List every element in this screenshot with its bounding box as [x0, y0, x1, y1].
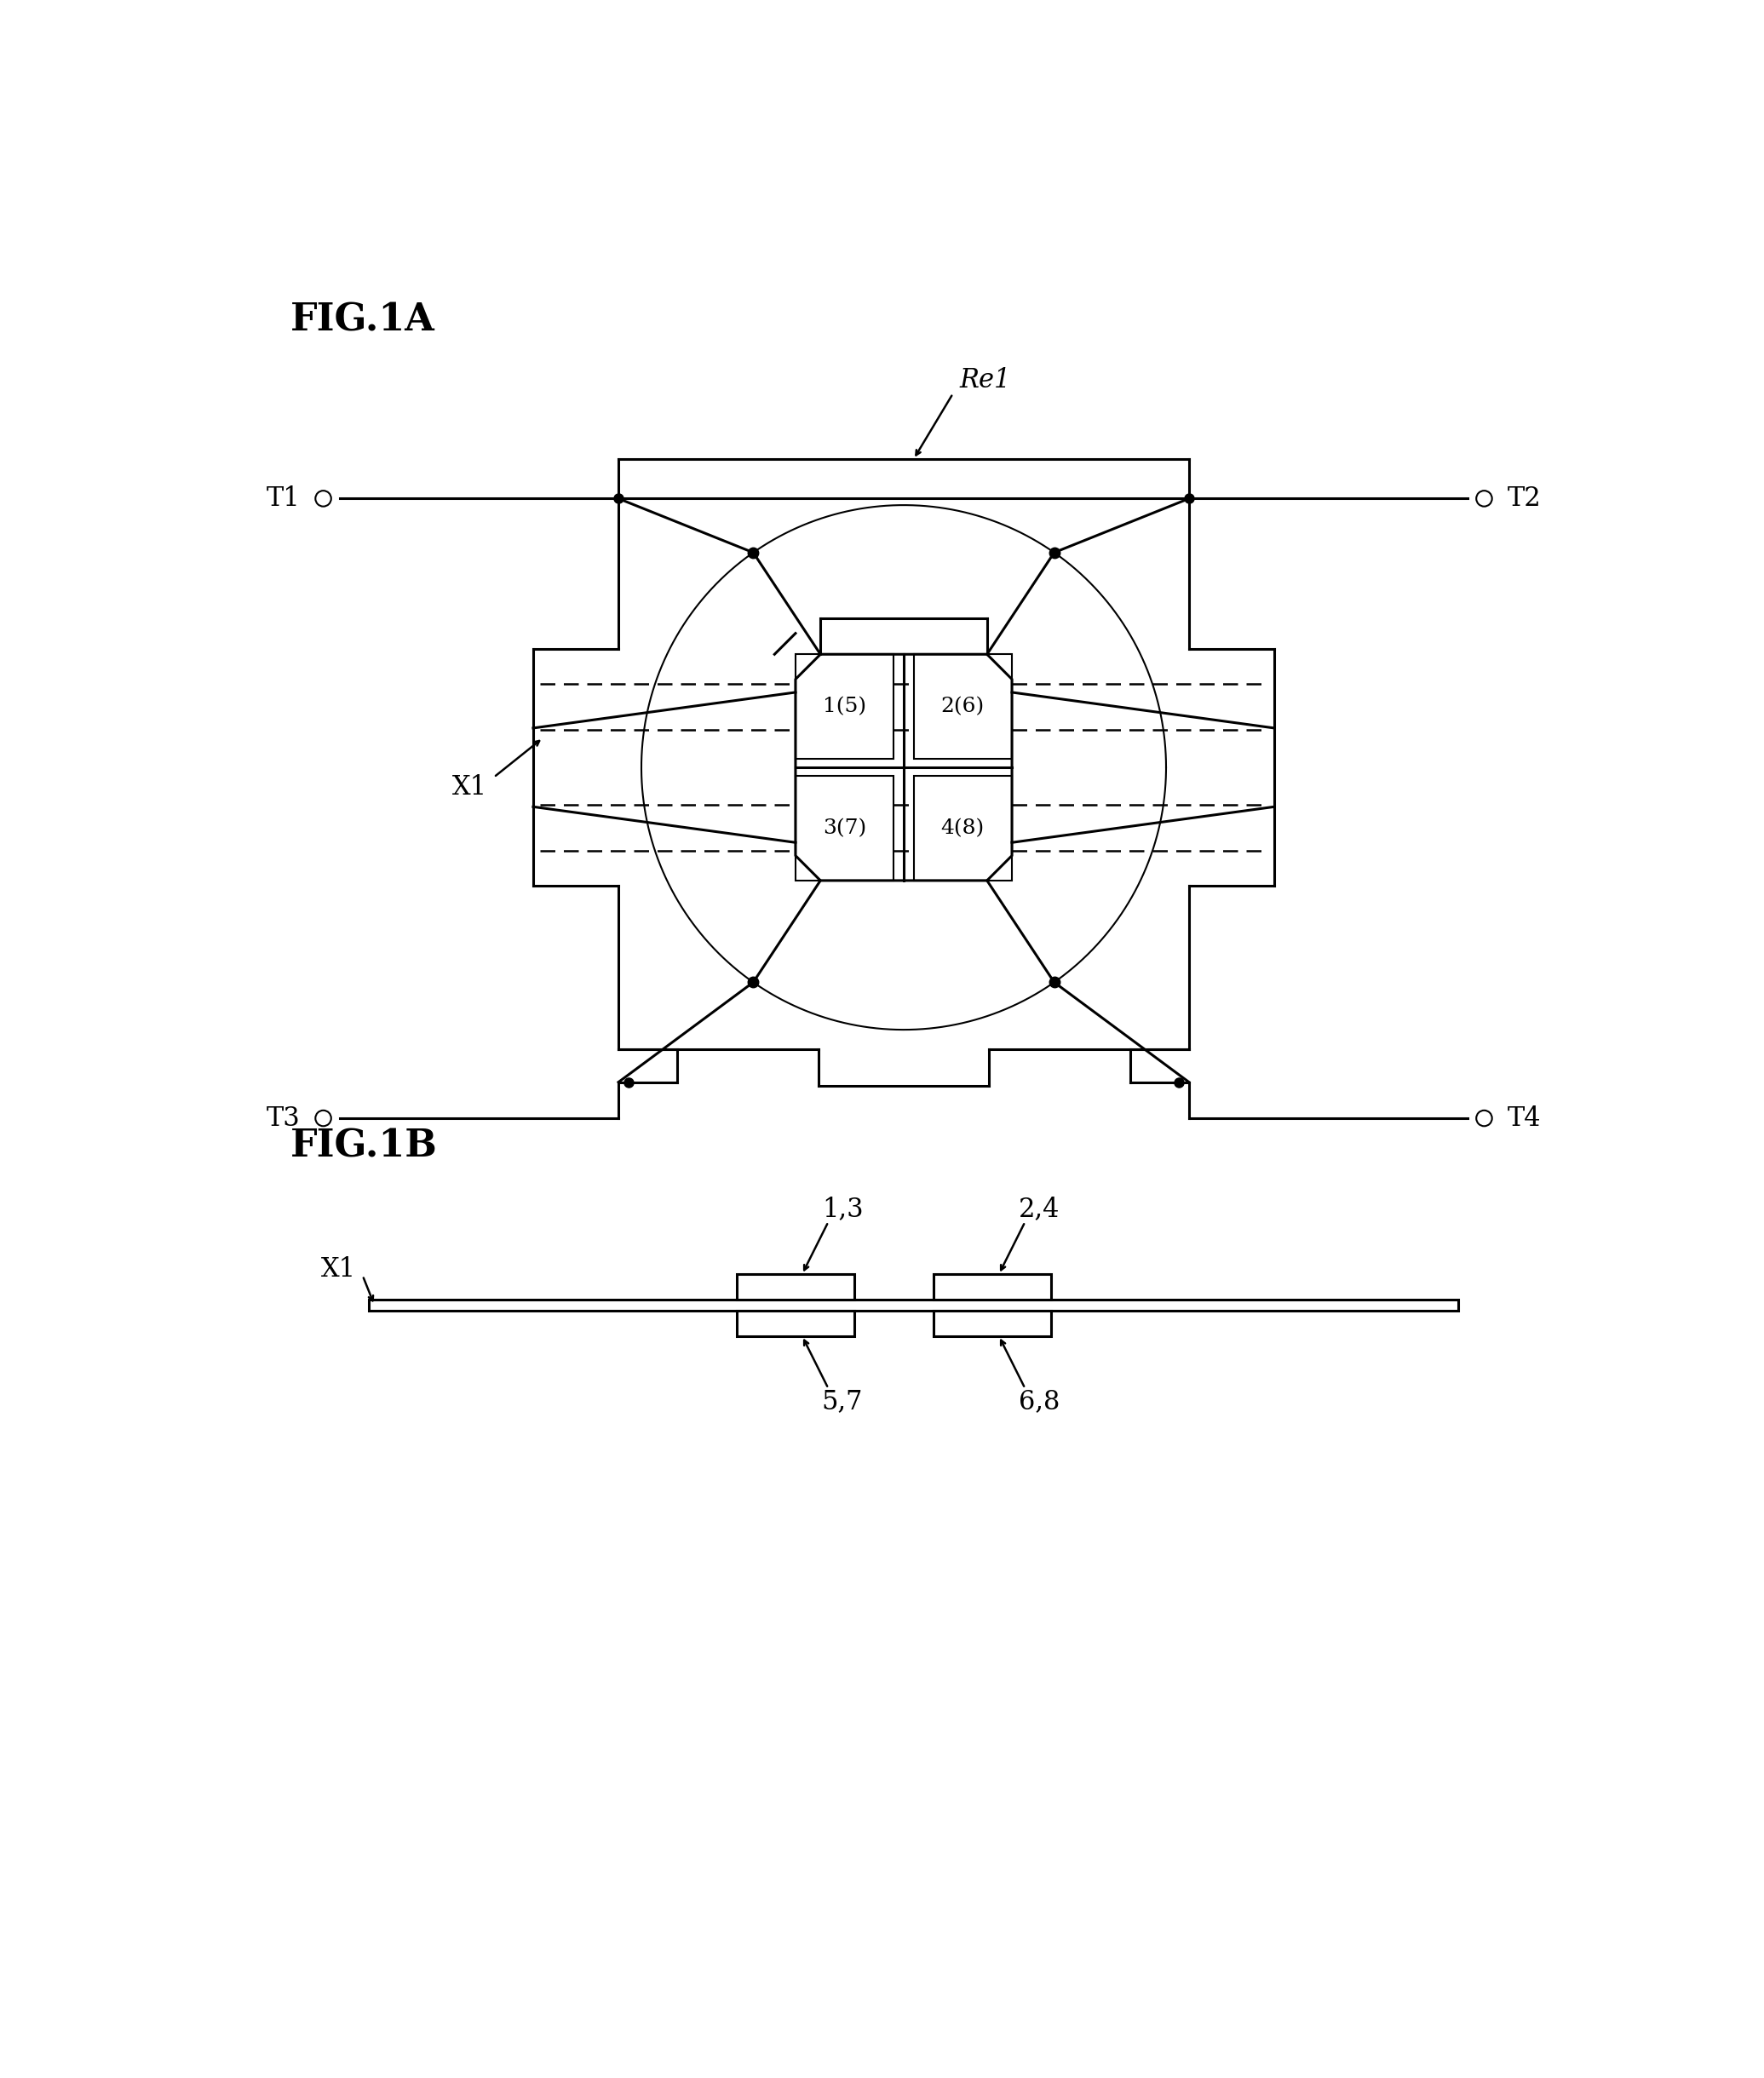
Text: T3: T3 — [266, 1105, 300, 1130]
Text: X1: X1 — [321, 1255, 356, 1282]
Bar — [796, 655, 894, 758]
Text: FIG.1B: FIG.1B — [291, 1128, 437, 1164]
Bar — [369, 1299, 1457, 1311]
Text: 5,7: 5,7 — [822, 1388, 863, 1415]
Text: 4(8): 4(8) — [940, 819, 984, 837]
Bar — [737, 1311, 854, 1336]
Text: 1(5): 1(5) — [824, 696, 866, 717]
Text: 3(7): 3(7) — [822, 819, 866, 837]
Bar — [933, 1274, 1051, 1299]
Text: T1: T1 — [266, 486, 300, 511]
Text: T2: T2 — [1506, 486, 1542, 511]
Text: 1,3: 1,3 — [822, 1195, 863, 1222]
Bar — [796, 775, 894, 881]
Bar — [914, 655, 1013, 758]
Text: T4: T4 — [1506, 1105, 1540, 1130]
Text: 2,4: 2,4 — [1018, 1195, 1060, 1222]
Text: 6,8: 6,8 — [1018, 1388, 1060, 1415]
Bar — [933, 1311, 1051, 1336]
Bar — [737, 1274, 854, 1299]
Text: X1: X1 — [452, 773, 487, 800]
Text: 2(6): 2(6) — [940, 696, 984, 717]
Bar — [914, 775, 1013, 881]
Text: Re1: Re1 — [960, 368, 1011, 393]
Text: FIG.1A: FIG.1A — [291, 301, 436, 339]
